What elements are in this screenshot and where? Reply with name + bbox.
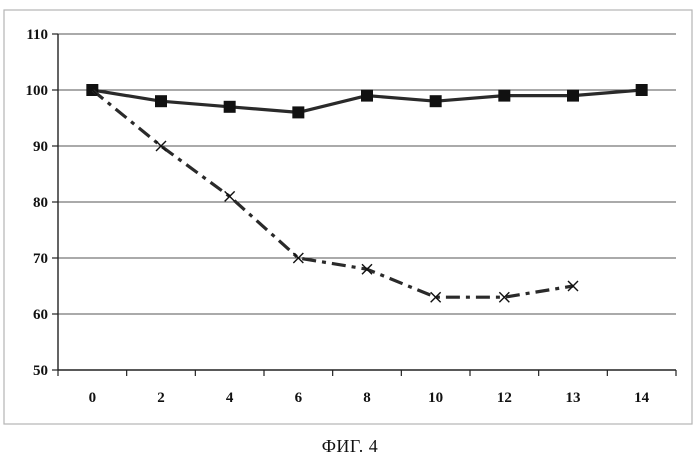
x-marker-stroke [155,140,167,152]
x-tick-label-13: 13 [566,390,581,406]
x-marker-stroke [86,84,98,96]
x-marker-stroke [224,190,236,202]
x-tick-label-8: 8 [363,390,371,406]
figure-caption: ФИГ. 4 [321,436,379,456]
chart-frame [3,9,693,425]
series-1-point-12 [498,89,511,102]
series-1-point-13 [567,89,579,102]
series-2-point-4 [224,190,236,202]
x-tick-label-10: 10 [428,390,443,406]
y-tick-label-100: 100 [26,83,49,99]
series-2-point-13 [567,280,579,292]
x-tick-label-12: 12 [497,390,512,406]
series-1-point-4 [223,100,236,113]
x-tick-label-14: 14 [634,390,650,406]
series-1-point-8 [361,89,373,102]
y-tick-label-70: 70 [33,251,48,267]
series-1-point-2 [155,95,167,108]
series-2-point-12 [498,291,510,303]
series-2-point-0 [86,84,98,96]
x-marker-stroke [567,280,579,292]
series-1-point-10 [429,95,442,108]
x-marker-stroke [292,252,304,264]
x-tick-label-0: 0 [89,390,97,406]
x-marker-stroke [430,291,442,303]
y-tick-label-90: 90 [33,139,48,155]
series-1-point-6 [292,106,305,119]
y-tick-label-80: 80 [33,195,48,211]
x-marker-stroke [361,263,373,275]
series-1-point-14 [635,84,648,96]
series-2-point-10 [430,291,442,303]
x-tick-label-4: 4 [226,390,234,406]
series-2-point-8 [361,263,373,275]
x-tick-label-2: 2 [157,390,165,406]
series-layer [86,84,648,303]
x-tick-label-6: 6 [295,390,303,406]
y-tick-label-60: 60 [33,307,48,323]
series-2-line [91,88,574,299]
x-marker-stroke [498,291,510,303]
y-tick-label-50: 50 [33,363,48,379]
tick-labels: 50 60 70 80 90 100 110 0 2 4 6 8 10 12 13 14 [26,27,650,406]
axes [52,33,677,376]
series-2-point-6 [292,252,304,264]
y-tick-label-110: 110 [26,27,48,43]
series-2-point-2 [155,140,167,152]
